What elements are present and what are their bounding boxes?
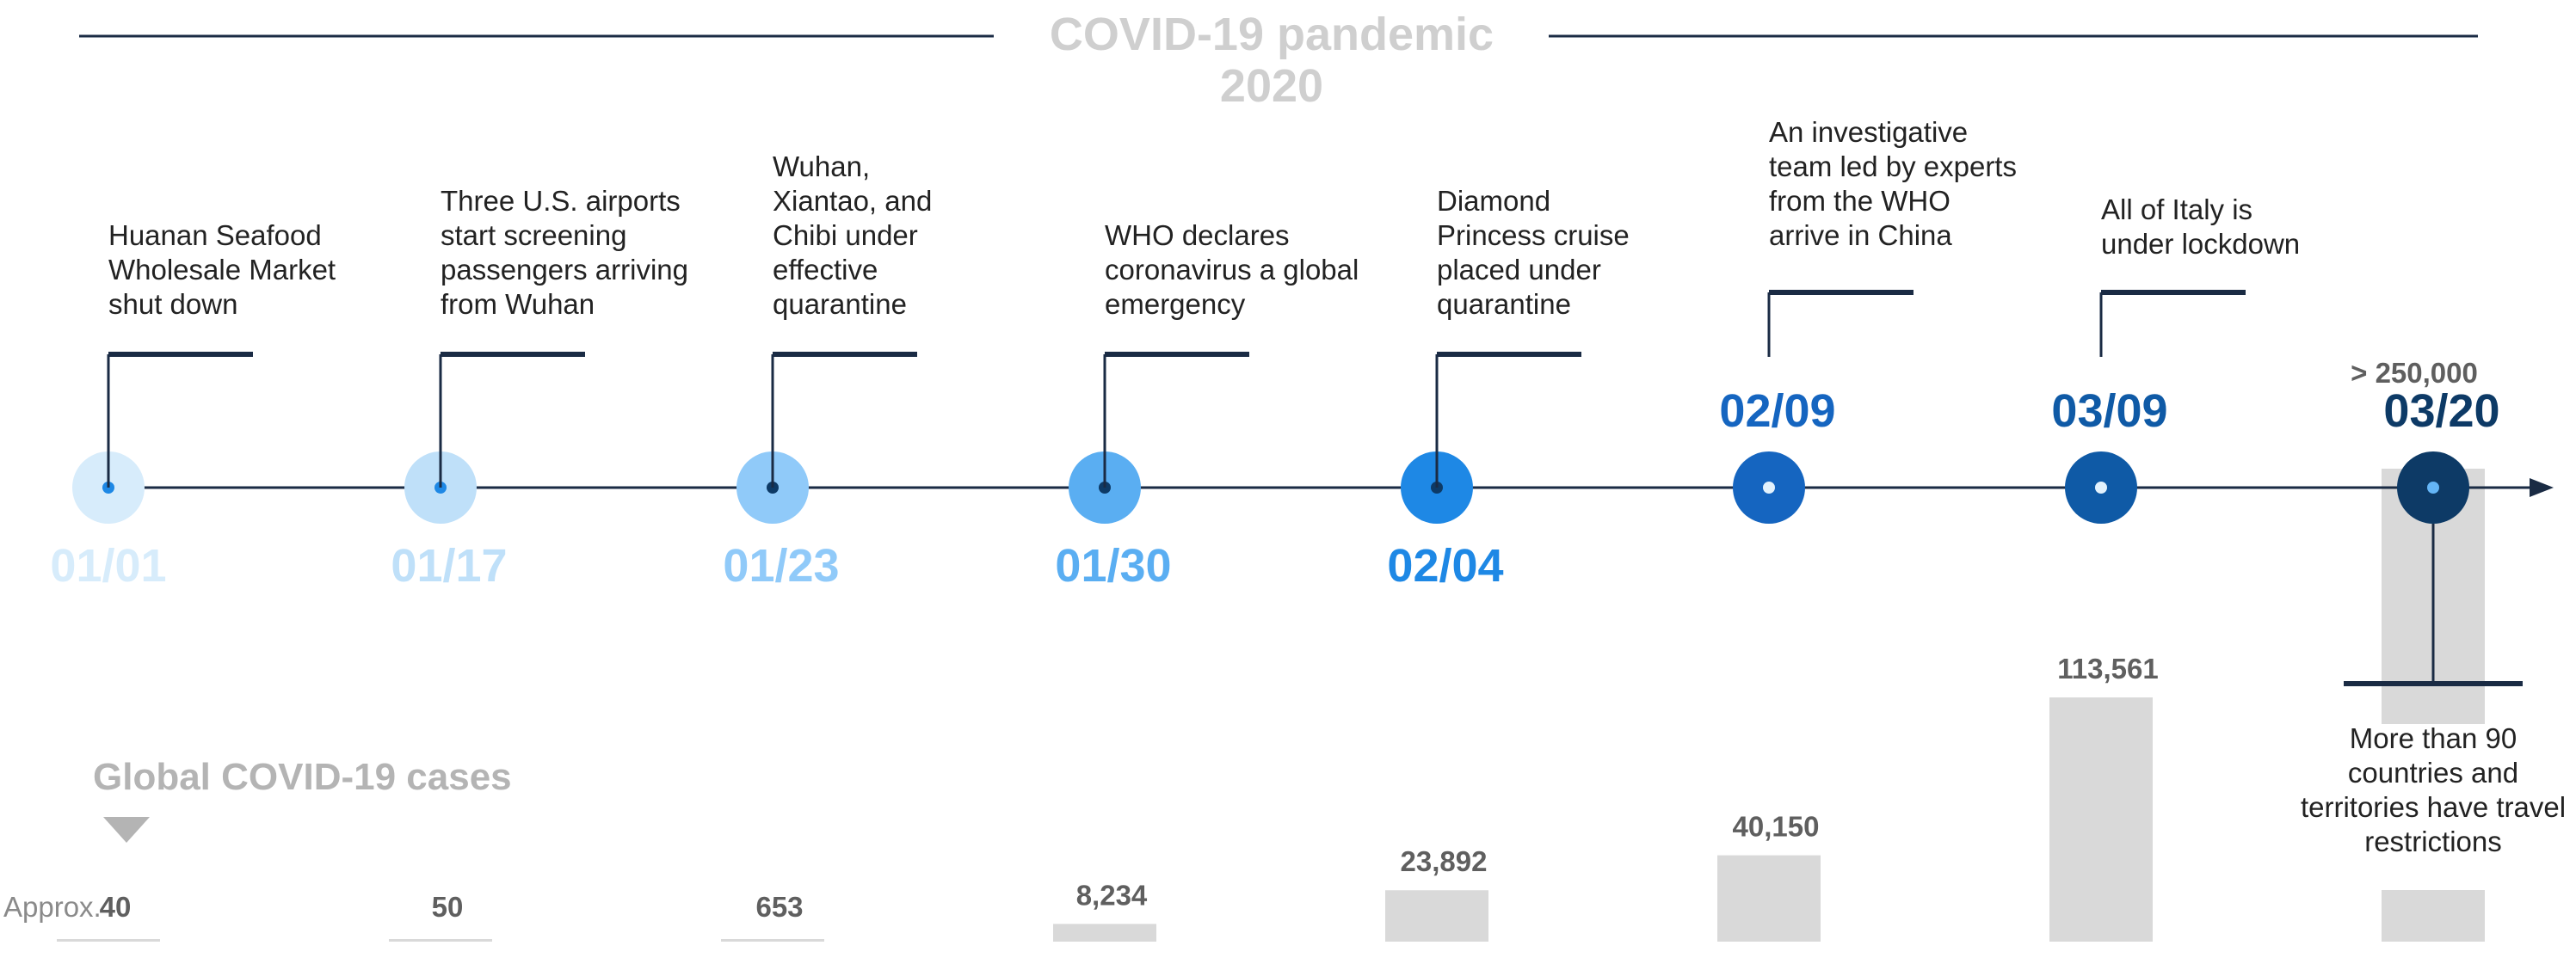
case-count-label: 23,892 xyxy=(1401,845,1488,877)
case-bar xyxy=(389,939,492,942)
event-date-label: 02/09 xyxy=(1719,385,1835,437)
event-description: Diamond Princess cruise placed under quaran… xyxy=(1437,185,1630,320)
event-date-label: 01/17 xyxy=(391,540,507,592)
case-bar xyxy=(1385,890,1488,942)
event-date-label: 03/20 xyxy=(2383,385,2499,437)
timeline-event: 02/04 Diamond Princess cruise placed under q… xyxy=(1387,185,1629,592)
case-count-label: 40 xyxy=(100,891,132,923)
case-bar xyxy=(721,939,824,942)
event-description: Huanan Seafood Wholesale Market shut down xyxy=(108,219,336,320)
event-description: All of Italy is under lockdown xyxy=(2101,193,2300,260)
event-description: Wuhan, Xiantao, and Chibi under effective qu… xyxy=(773,150,932,320)
event-marker-dot xyxy=(2427,482,2439,494)
event-marker-dot xyxy=(2095,482,2107,494)
event-description: WHO declares coronavirus a global emergenc… xyxy=(1105,219,1359,320)
event-marker-dot xyxy=(1763,482,1775,494)
title-line-2: 2020 xyxy=(1220,60,1323,112)
timeline-events: 01/01 Huanan Seafood Wholesale Market shut … xyxy=(50,116,2566,857)
timeline-event: 03/20 More than 90 countries and territorie… xyxy=(2301,385,2566,857)
timeline-event: 01/17 Three U.S. airports start screening p… xyxy=(391,185,688,592)
event-date-label: 01/30 xyxy=(1055,540,1171,592)
case-bar xyxy=(1717,855,1821,942)
timeline-event: 03/09 All of Italy is under lockdown xyxy=(2051,193,2300,524)
timeline-event: 01/01 Huanan Seafood Wholesale Market shut … xyxy=(50,219,336,592)
event-date-label: 02/04 xyxy=(1387,540,1503,592)
case-bar xyxy=(2382,890,2485,942)
event-date-label: 03/09 xyxy=(2051,385,2167,437)
down-triangle-icon xyxy=(103,817,150,843)
event-date-label: 01/23 xyxy=(723,540,839,592)
title-line-1: COVID-19 pandemic xyxy=(1050,9,1494,60)
case-bar xyxy=(2049,697,2153,942)
cases-section-label: Global COVID-19 cases xyxy=(93,756,512,798)
case-bar xyxy=(57,939,160,942)
event-description: More than 90 countries and territories hav… xyxy=(2301,722,2566,857)
case-count-label: 8,234 xyxy=(1076,879,1148,911)
event-description: An investigative team led by experts from … xyxy=(1769,116,2017,251)
approx-label: Approx. xyxy=(3,891,102,923)
timeline-event: 02/09 An investigative team led by experts… xyxy=(1719,116,2017,524)
timeline-arrow-icon xyxy=(2530,478,2554,497)
case-count-label: 653 xyxy=(755,891,803,923)
case-count-label: 50 xyxy=(432,891,464,923)
timeline-event: 01/30 WHO declares coronavirus a global eme… xyxy=(1055,219,1359,592)
case-count-label: 113,561 xyxy=(2057,653,2158,685)
event-date-label: 01/01 xyxy=(50,540,166,592)
timeline-event: 01/23 Wuhan, Xiantao, and Chibi under effect… xyxy=(723,150,932,592)
case-count-label: > 250,000 xyxy=(2351,357,2478,389)
case-bar xyxy=(1053,924,1156,942)
case-bars: 40 50 653 8,234 23,892 40,150 113,561 > 250,000 xyxy=(57,357,2485,942)
event-description: Three U.S. airports start screening passen… xyxy=(441,185,688,320)
case-count-label: 40,150 xyxy=(1733,811,1820,843)
